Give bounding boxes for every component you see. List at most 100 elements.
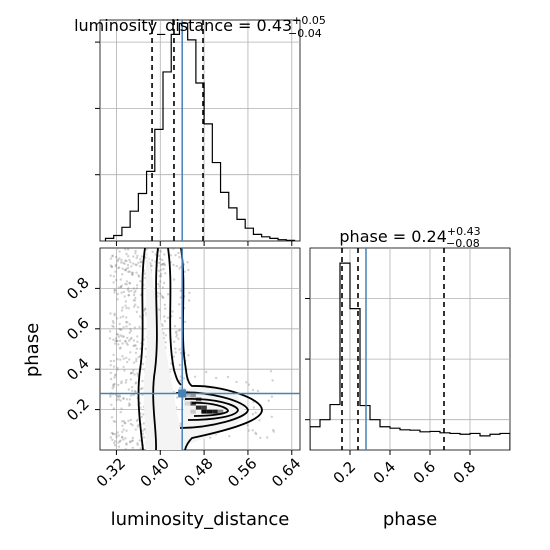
scatter-point — [160, 323, 163, 326]
scatter-point — [116, 366, 119, 370]
scatter-point — [136, 306, 140, 309]
scatter-point — [172, 263, 175, 267]
scatter-point — [187, 268, 190, 272]
scatter-point — [246, 424, 249, 427]
scatter-point — [166, 316, 170, 319]
scatter-point — [133, 291, 136, 294]
scatter-point — [172, 248, 175, 250]
scatter-point — [120, 284, 124, 287]
scatter-point — [163, 320, 167, 323]
scatter-point — [235, 380, 238, 384]
y-axis-label-phase: phase — [22, 323, 43, 377]
scatter-point — [122, 326, 125, 329]
scatter-point — [143, 436, 146, 439]
scatter-point — [159, 272, 163, 276]
scatter-point — [179, 422, 182, 425]
scatter-point — [173, 340, 176, 343]
scatter-point — [163, 315, 166, 318]
scatter-point — [258, 419, 261, 422]
scatter-point — [133, 299, 137, 302]
scatter-point — [161, 324, 164, 327]
scatter-point — [171, 310, 174, 313]
scatter-point — [109, 377, 113, 381]
scatter-point — [112, 385, 115, 388]
scatter-point — [137, 274, 140, 277]
scatter-point — [118, 266, 121, 269]
scatter-point — [127, 339, 131, 342]
scatter-point — [115, 435, 118, 439]
scatter-point — [117, 343, 120, 346]
scatter-point — [126, 321, 129, 324]
scatter-point — [132, 262, 135, 265]
ld-x-tick-label: 0.56 — [224, 454, 260, 490]
density-cell — [212, 409, 218, 414]
scatter-point — [135, 347, 138, 350]
ld-title-err-minus: −0.04 — [288, 27, 322, 40]
scatter-point — [119, 278, 123, 281]
scatter-point — [132, 344, 135, 348]
scatter-point — [134, 263, 137, 266]
scatter-point — [130, 271, 133, 274]
scatter-point — [122, 365, 125, 369]
scatter-point — [178, 316, 182, 320]
scatter-point — [125, 398, 129, 401]
scatter-point — [133, 389, 137, 393]
scatter-point — [136, 254, 139, 258]
scatter-point — [141, 393, 144, 396]
scatter-point — [143, 308, 147, 311]
scatter-point — [133, 326, 137, 329]
scatter-point — [112, 420, 116, 423]
scatter-point — [186, 261, 189, 264]
scatter-point — [117, 286, 121, 289]
scatter-point — [111, 438, 114, 442]
phase-y-tick-label: 0.8 — [63, 274, 93, 304]
scatter-point — [124, 340, 127, 343]
scatter-point — [121, 342, 124, 345]
scatter-point — [121, 420, 124, 423]
scatter-point — [127, 404, 131, 407]
scatter-point — [175, 396, 179, 399]
panel-2d-density — [99, 247, 301, 451]
scatter-point — [110, 431, 114, 435]
scatter-point — [154, 253, 157, 256]
scatter-point — [150, 264, 153, 268]
scatter-point — [112, 384, 115, 387]
scatter-point — [121, 315, 125, 318]
scatter-point — [245, 381, 248, 384]
scatter-point — [139, 347, 142, 350]
scatter-point — [131, 424, 134, 427]
scatter-point — [114, 373, 117, 376]
scatter-point — [141, 362, 145, 366]
scatter-point — [126, 288, 129, 291]
scatter-point — [121, 430, 124, 434]
scatter-point — [111, 387, 114, 390]
scatter-point — [178, 267, 181, 270]
scatter-point — [135, 381, 138, 384]
scatter-point — [159, 280, 162, 283]
scatter-point — [124, 304, 127, 307]
scatter-point — [143, 427, 146, 431]
scatter-point — [110, 416, 114, 419]
scatter-point — [252, 400, 255, 404]
scatter-point — [139, 258, 142, 261]
phase-y-tick-label: 0.6 — [63, 314, 93, 344]
scatter-point — [117, 394, 120, 398]
scatter-point — [226, 375, 230, 379]
scatter-point — [161, 296, 165, 299]
scatter-point — [140, 255, 144, 258]
scatter-point — [118, 339, 122, 342]
scatter-point — [129, 327, 132, 331]
scatter-point — [247, 429, 250, 432]
density-truth-crosshair — [100, 248, 300, 450]
scatter-point — [123, 262, 126, 265]
ph-x-tick-label: 0.2 — [330, 458, 360, 488]
scatter-point — [120, 435, 124, 439]
scatter-point — [141, 429, 144, 432]
scatter-point — [179, 379, 182, 382]
scatter-point — [123, 421, 127, 425]
scatter-point — [119, 399, 122, 402]
scatter-point — [127, 270, 130, 274]
scatter-point — [271, 379, 274, 382]
scatter-point — [113, 314, 116, 317]
scatter-point — [115, 278, 118, 282]
